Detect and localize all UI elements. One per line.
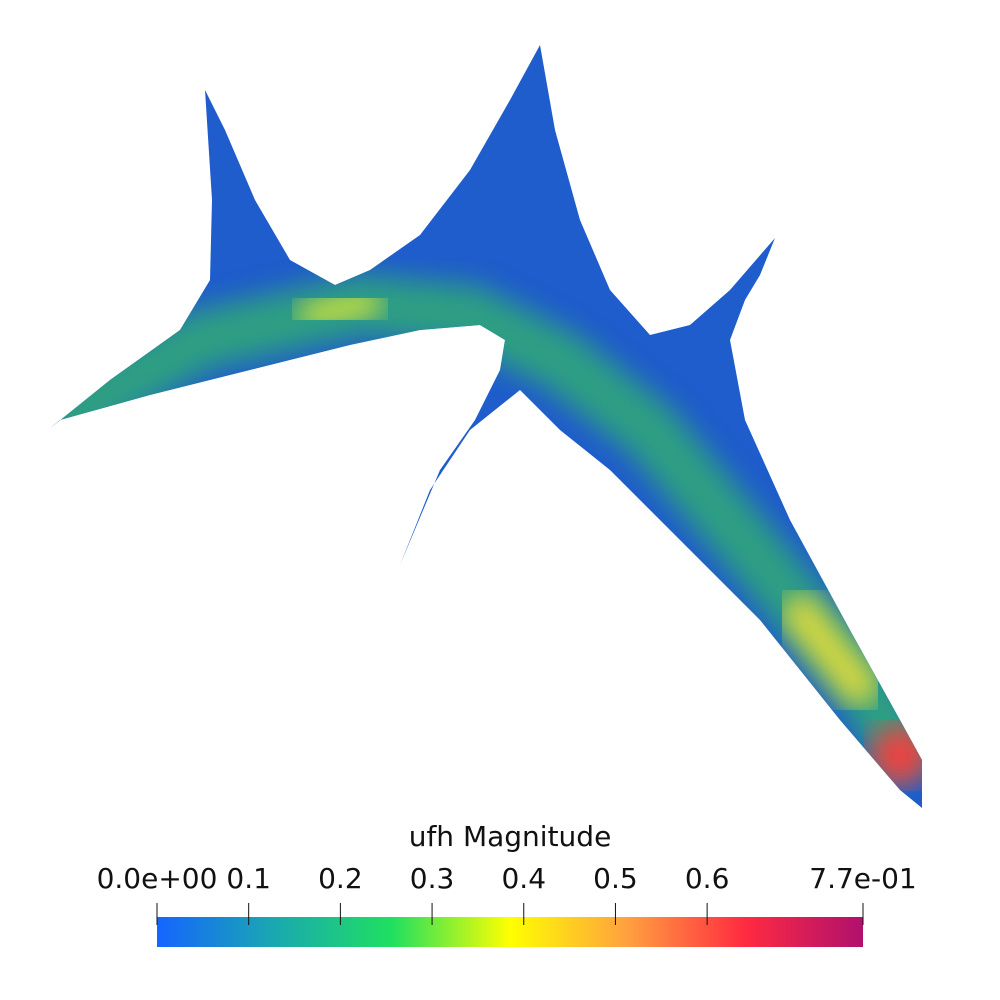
tick-label: 0.4 [501, 862, 546, 895]
tick-label: 0.6 [685, 862, 730, 895]
tick-label: 7.7e-01 [809, 862, 917, 895]
tick-label: 0.1 [226, 862, 271, 895]
color-legend: ufh Magnitude 0.0e+00 0.1 0.2 0.3 0.4 0.5 0.6 7… [97, 820, 917, 947]
tick-label: 0.3 [410, 862, 455, 895]
domain [48, 45, 922, 808]
tick-label: 0.0e+00 [97, 862, 218, 895]
color-bar [157, 917, 863, 947]
legend-title: ufh Magnitude [409, 820, 612, 853]
tick-label: 0.2 [318, 862, 363, 895]
tick-label: 0.5 [593, 862, 638, 895]
